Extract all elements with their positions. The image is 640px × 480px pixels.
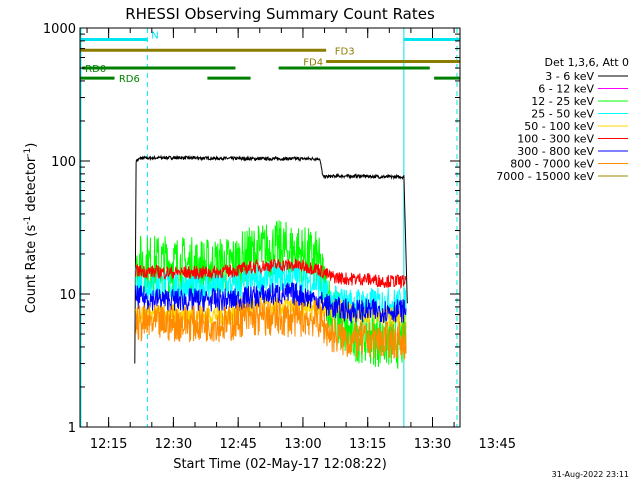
- x-tick-label: 12:15: [90, 437, 127, 452]
- x-tick-label: 13:15: [349, 437, 386, 452]
- x-axis-ticks: 12:15 12:30 12:45 13:00 13:15 13:30 13:45: [86, 28, 516, 452]
- y-axis-label-main: Count Rate (s: [24, 225, 39, 314]
- state-bar-label: FD3: [335, 46, 355, 57]
- x-tick-label: 13:45: [479, 437, 516, 452]
- legend-label: 3 - 6 keV: [545, 70, 594, 83]
- legend-label: 50 - 100 keV: [524, 120, 594, 133]
- y-axis-label-end: ): [24, 143, 39, 148]
- x-tick-label: 12:45: [219, 437, 256, 452]
- series-line-2: [135, 220, 407, 369]
- legend-header: Det 1,3,6, Att 0: [545, 56, 629, 69]
- y-tick-label: 1000: [43, 22, 76, 37]
- y-axis-label: Count Rate (s-1 detector-1): [23, 143, 39, 314]
- footer-timestamp: 31-Aug-2022 23:11: [552, 470, 629, 479]
- y-tick-label: 10: [59, 288, 76, 303]
- y-tick-label: 100: [51, 155, 76, 170]
- x-tick-label: 13:00: [284, 437, 321, 452]
- legend-label: 7000 - 15000 keV: [496, 170, 594, 183]
- y-axis-label-sup1: -1: [23, 216, 33, 225]
- x-axis-label: Start Time (02-May-17 12:08:22): [173, 457, 387, 472]
- legend-label: 25 - 50 keV: [531, 108, 594, 121]
- y-axis-label-mid: detector: [24, 156, 39, 216]
- legend-label: 800 - 7000 keV: [510, 158, 594, 171]
- series-line-7: [135, 299, 407, 361]
- state-bar-label: RD6: [119, 74, 140, 85]
- x-tick-label: 13:30: [414, 437, 451, 452]
- y-axis-ticks: 1 10 100 1000: [43, 22, 460, 436]
- vertical-markers: [80, 28, 458, 427]
- state-bar-label: RD0: [85, 64, 106, 75]
- state-bars: N FD3 FD4 RD0 RD6: [80, 30, 460, 85]
- x-tick-label: 12:30: [155, 437, 192, 452]
- legend-label: 12 - 25 keV: [531, 95, 594, 108]
- series-line-6: [135, 282, 407, 324]
- y-axis-label-sup2: -1: [23, 148, 33, 157]
- series-line-5: [135, 257, 407, 290]
- legend-label: 6 - 12 keV: [538, 83, 594, 96]
- legend-label: 100 - 300 keV: [517, 133, 594, 146]
- series-group: [134, 154, 408, 369]
- state-bar-label: N: [151, 30, 158, 41]
- legend-label: 300 - 800 keV: [517, 145, 594, 158]
- plot-frame: [79, 27, 461, 428]
- chart-title: RHESSI Observing Summary Count Rates: [125, 5, 435, 23]
- y-tick-label: 1: [68, 421, 76, 436]
- state-bar-label: FD4: [303, 57, 323, 68]
- series-line-0: [134, 154, 408, 364]
